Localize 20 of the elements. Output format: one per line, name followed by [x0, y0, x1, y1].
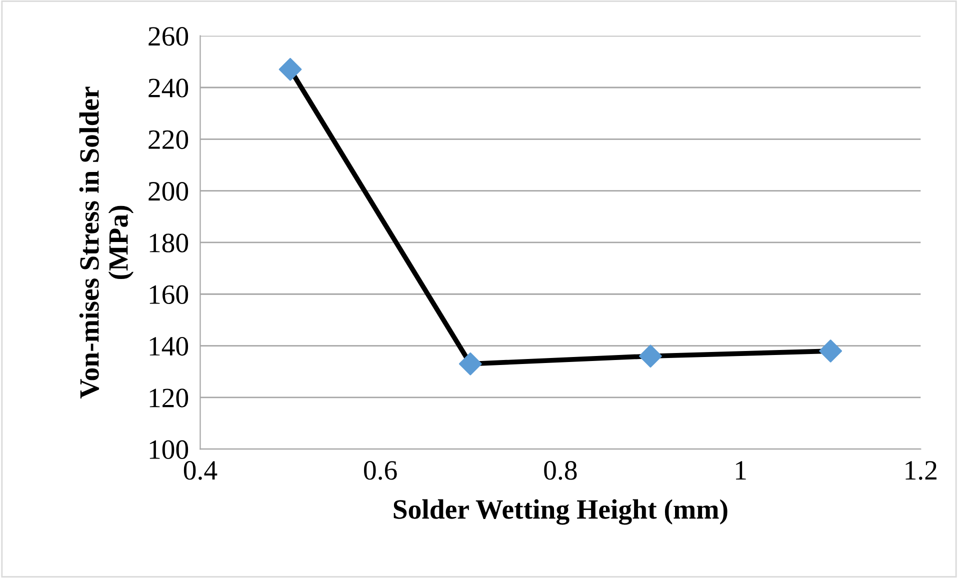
point [639, 344, 662, 368]
point [458, 352, 482, 376]
y-tick-label: 260 [148, 27, 188, 46]
y-tick-label: 240 [148, 78, 188, 98]
point [819, 340, 842, 362]
x-tick-label: 0.4 [184, 461, 218, 480]
x-tick-label: 0.6 [364, 461, 397, 480]
y-tick-label: 160 [150, 285, 188, 304]
y-tick-label: 120 [150, 388, 188, 408]
y-axis-title: Von-mises Stress in Solder (MPa) [79, 86, 134, 398]
point [278, 58, 302, 81]
y-tick-label: 220 [148, 130, 188, 150]
x-axis-title: Solder Wetting Height (mm) [394, 499, 728, 525]
x-tick-label: 1 [736, 461, 746, 480]
y-tick-label: 200 [148, 182, 188, 201]
y-tick-label: 140 [150, 336, 188, 356]
y-tick-label: 100 [150, 440, 188, 460]
y-tick-label: 180 [150, 234, 188, 252]
x-tick-label: 0.8 [544, 461, 577, 480]
x-tick-label: 1.2 [906, 461, 936, 480]
